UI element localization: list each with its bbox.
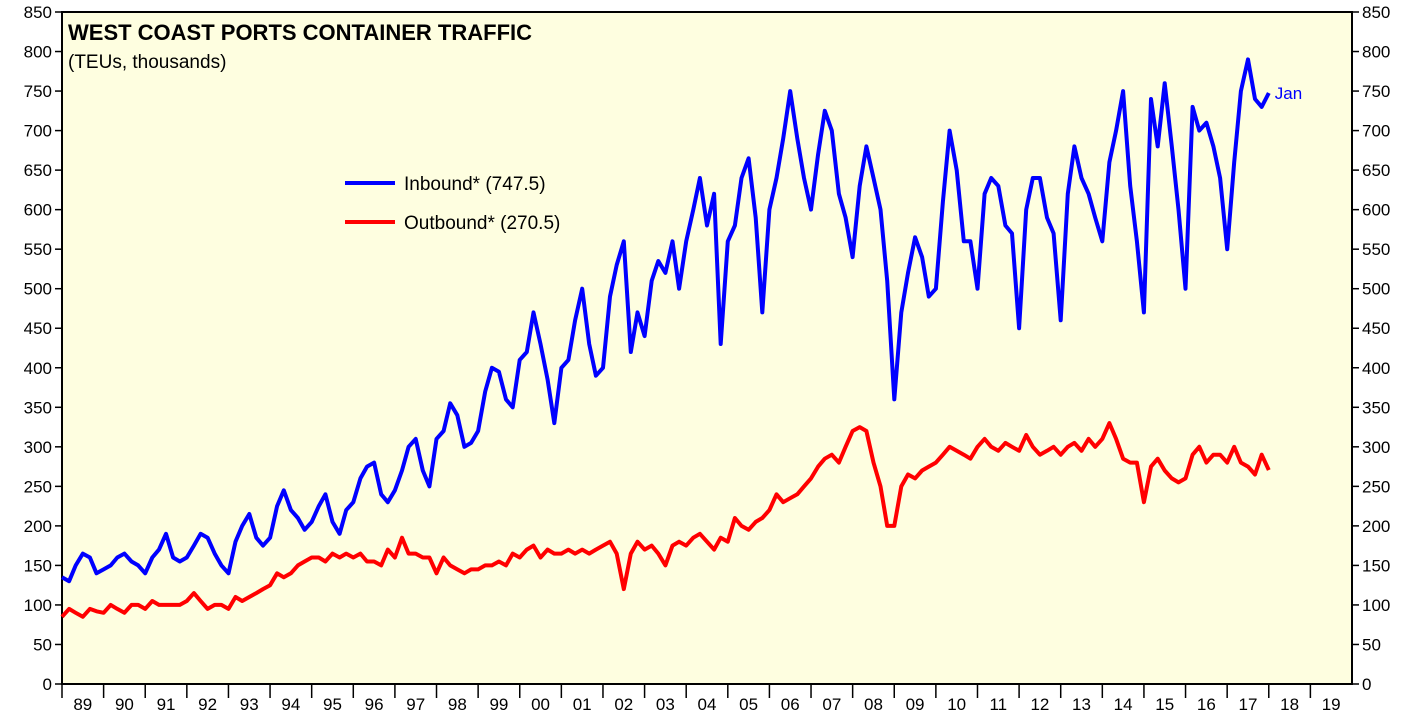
x-tick-label: 99 <box>489 695 508 714</box>
y-tick-label: 350 <box>24 398 52 417</box>
y2-tick-label: 500 <box>1362 280 1390 299</box>
x-tick-label: 14 <box>1114 695 1133 714</box>
y2-tick-label: 0 <box>1362 675 1371 694</box>
y-tick-label: 200 <box>24 517 52 536</box>
y2-tick-label: 50 <box>1362 635 1381 654</box>
x-tick-label: 02 <box>614 695 633 714</box>
y-tick-label: 500 <box>24 280 52 299</box>
y2-tick-label: 550 <box>1362 240 1390 259</box>
x-tick-label: 89 <box>73 695 92 714</box>
series-line <box>60 421 1271 619</box>
y-tick-label: 300 <box>24 438 52 457</box>
y2-tick-label: 300 <box>1362 438 1390 457</box>
x-tick-label: 92 <box>198 695 217 714</box>
y-tick-label: 650 <box>24 161 52 180</box>
y2-tick-label: 400 <box>1362 359 1390 378</box>
x-tick-label: 95 <box>323 695 342 714</box>
x-tick-label: 17 <box>1239 695 1258 714</box>
x-tick-label: 97 <box>406 695 425 714</box>
y-tick-label: 600 <box>24 201 52 220</box>
y-tick-label: 850 <box>24 3 52 22</box>
y-tick-label: 450 <box>24 319 52 338</box>
x-tick-label: 96 <box>365 695 384 714</box>
y2-tick-label: 600 <box>1362 201 1390 220</box>
x-tick-label: 07 <box>822 695 841 714</box>
y-tick-label: 700 <box>24 122 52 141</box>
x-tick-label: 11 <box>989 695 1007 714</box>
y-tick-label: 50 <box>33 635 52 654</box>
y-tick-label: 0 <box>43 675 52 694</box>
legend-label: Outbound* (270.5) <box>404 213 560 234</box>
x-tick-label: 91 <box>157 695 176 714</box>
x-tick-label: 18 <box>1280 695 1299 714</box>
y-tick-label: 250 <box>24 477 52 496</box>
y2-tick-label: 700 <box>1362 122 1390 141</box>
x-tick-label: 10 <box>947 695 966 714</box>
chart-subtitle: (TEUs, thousands) <box>68 52 226 73</box>
x-tick-label: 08 <box>864 695 883 714</box>
x-tick-label: 15 <box>1155 695 1174 714</box>
x-tick-label: 94 <box>281 695 300 714</box>
x-tick-label: 00 <box>531 695 550 714</box>
x-tick-label: 93 <box>240 695 259 714</box>
x-tick-label: 13 <box>1072 695 1091 714</box>
x-tick-label: 90 <box>115 695 134 714</box>
y-tick-label: 100 <box>24 596 52 615</box>
x-tick-label: 19 <box>1322 695 1341 714</box>
plot-area <box>61 11 1353 685</box>
x-tick-label: 98 <box>448 695 467 714</box>
x-tick-label: 03 <box>656 695 675 714</box>
legend-label: Inbound* (747.5) <box>404 174 546 195</box>
annotation: Jan <box>1275 84 1302 103</box>
y2-tick-label: 200 <box>1362 517 1390 536</box>
x-tick-label: 04 <box>698 695 717 714</box>
y2-tick-label: 800 <box>1362 43 1390 62</box>
y-tick-label: 400 <box>24 359 52 378</box>
y2-tick-label: 750 <box>1362 82 1390 101</box>
y-tick-label: 800 <box>24 43 52 62</box>
x-tick-label: 05 <box>739 695 758 714</box>
x-tick-label: 12 <box>1030 695 1049 714</box>
y2-tick-label: 150 <box>1362 556 1390 575</box>
y2-tick-label: 250 <box>1362 477 1390 496</box>
y2-tick-label: 450 <box>1362 319 1390 338</box>
y2-tick-label: 350 <box>1362 398 1390 417</box>
x-tick-label: 09 <box>906 695 925 714</box>
y2-tick-label: 650 <box>1362 161 1390 180</box>
x-tick-label: 16 <box>1197 695 1216 714</box>
y-tick-label: 150 <box>24 556 52 575</box>
y-tick-label: 550 <box>24 240 52 259</box>
y-tick-label: 750 <box>24 82 52 101</box>
y2-tick-label: 100 <box>1362 596 1390 615</box>
chart-title: WEST COAST PORTS CONTAINER TRAFFIC <box>68 20 532 45</box>
series-line <box>61 57 1271 584</box>
y2-tick-label: 850 <box>1362 3 1390 22</box>
x-tick-label: 01 <box>573 695 592 714</box>
x-tick-label: 06 <box>781 695 800 714</box>
